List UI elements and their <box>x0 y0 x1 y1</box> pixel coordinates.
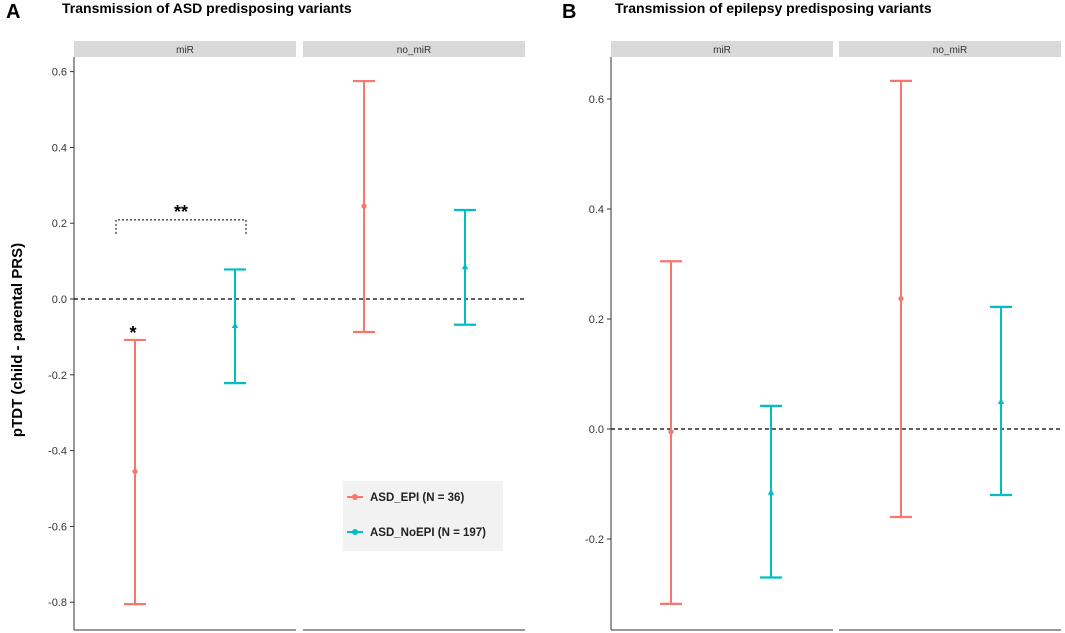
panel-a-ytick-label: -0.4 <box>48 446 67 458</box>
legend-label-asd-epi: ASD_EPI (N = 36) <box>370 492 464 504</box>
panel-b-strip-label-mir: miR <box>713 45 731 56</box>
panel-a-ytick-label: -0.6 <box>48 521 67 533</box>
legend-key-marker-asd-epi <box>352 494 358 500</box>
legend-background <box>343 481 503 551</box>
panel-a-ytick-label: 0.6 <box>52 67 67 79</box>
panel-b-ytick-label: 0.2 <box>589 314 604 326</box>
panel-b-strip-mir: miR <box>611 41 833 57</box>
errorbar-mean-point <box>767 488 775 495</box>
panel-a-ytick-label: -0.2 <box>48 370 67 382</box>
errorbar-asd-noepi <box>454 208 476 326</box>
panel-a-ytick-label: -0.8 <box>48 597 67 609</box>
panel-a-strip-no-mir: no_miR <box>303 41 525 57</box>
panel-b-ytick-label: 0.0 <box>589 424 604 436</box>
legend-item-asd-noepi: ASD_NoEPI (N = 197) <box>347 527 486 539</box>
bracket-annotation: ** <box>174 202 188 222</box>
reference-lines <box>74 298 1061 430</box>
panel-a-letter: A <box>6 1 20 23</box>
errorbar-asd-epi <box>660 260 682 606</box>
errorbar-asd-epi <box>124 338 146 606</box>
panel-a-ytick-label: 0.2 <box>52 218 67 230</box>
panel-b-strip-label-no-mir: no_miR <box>933 45 967 56</box>
panel-a-ytick-label: 0.0 <box>52 294 67 306</box>
errorbar-mean-point <box>898 296 904 302</box>
panel-a-strip-label-mir: miR <box>176 45 194 56</box>
errorbar-asd-noepi <box>224 268 246 385</box>
errorbar-mean-point <box>132 468 138 475</box>
legend-label-asd-noepi: ASD_NoEPI (N = 197) <box>370 527 486 539</box>
legend-key-marker-asd-noepi <box>352 529 358 535</box>
errorbar-asd-epi <box>353 79 375 334</box>
significance-annotations: ** * <box>115 202 247 343</box>
errorbar-mean-point <box>461 263 469 270</box>
panel-b-letter: B <box>562 1 576 23</box>
legend-item-asd-epi: ASD_EPI (N = 36) <box>347 492 464 504</box>
panel-b-ytick-label: -0.2 <box>585 534 604 546</box>
legend: ASD_EPI (N = 36) ASD_NoEPI (N = 197) <box>343 481 503 551</box>
errorbar-mean-point <box>231 322 239 329</box>
panel-a-strip-label-no-mir: no_miR <box>397 45 431 56</box>
significance-bracket <box>115 219 247 234</box>
errorbar-asd-noepi <box>990 305 1012 497</box>
panel-b-title: Transmission of epilepsy predisposing va… <box>615 0 932 16</box>
panel-b-ytick-label: 0.4 <box>589 204 604 216</box>
panel-a-strip-mir: miR <box>74 41 296 57</box>
panel-b-ytick-label: 0.6 <box>589 94 604 106</box>
error-bars <box>124 79 1012 606</box>
y-axis-label: pTDT (child - parental PRS) <box>9 243 26 437</box>
panel-b-strip-no-mir: no_miR <box>839 41 1061 57</box>
star-annotation: * <box>129 323 136 343</box>
panel-a-y-ticks: 0.6 0.4 0.2 0.0 -0.2 -0.4 -0.6 -0.8 <box>48 67 74 609</box>
errorbar-mean-point <box>997 398 1005 404</box>
errorbar-mean-point <box>361 203 367 209</box>
errorbar-asd-noepi <box>760 404 782 579</box>
panel-a-ytick-label: 0.4 <box>52 142 67 154</box>
errorbar-mean-point <box>668 429 674 435</box>
panel-b-y-ticks: 0.6 0.4 0.2 0.0 -0.2 <box>585 94 611 546</box>
panel-a-title: Transmission of ASD predisposing variant… <box>62 0 352 16</box>
errorbar-asd-epi <box>890 79 912 519</box>
